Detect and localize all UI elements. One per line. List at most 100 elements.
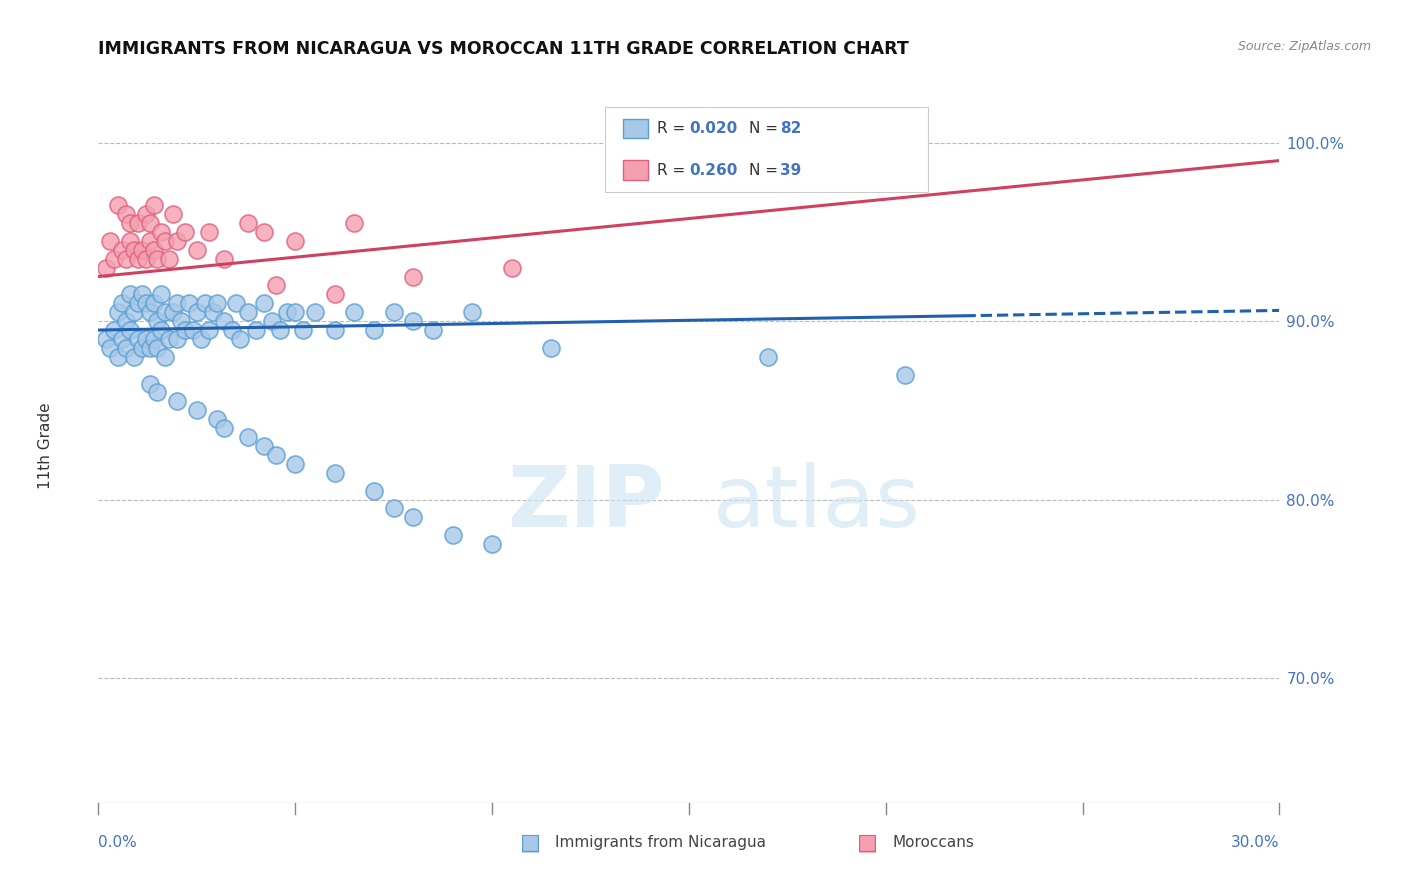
Point bbox=[501, 260, 523, 275]
Point bbox=[363, 483, 385, 498]
Point bbox=[214, 421, 236, 435]
Text: atlas: atlas bbox=[713, 461, 921, 545]
Point bbox=[118, 323, 141, 337]
Point bbox=[181, 323, 204, 337]
Text: N =: N = bbox=[749, 121, 783, 136]
Point bbox=[402, 314, 425, 328]
Point bbox=[127, 216, 149, 230]
Point bbox=[138, 234, 160, 248]
Text: ■: ■ bbox=[520, 833, 540, 853]
Point bbox=[166, 296, 188, 310]
Point bbox=[131, 243, 153, 257]
Point bbox=[264, 278, 287, 293]
Text: Source: ZipAtlas.com: Source: ZipAtlas.com bbox=[1237, 40, 1371, 54]
Point bbox=[146, 385, 169, 400]
Point bbox=[269, 323, 291, 337]
Point bbox=[138, 376, 160, 391]
Point bbox=[138, 305, 160, 319]
Point bbox=[363, 323, 385, 337]
Point bbox=[343, 305, 366, 319]
Point bbox=[135, 252, 157, 266]
Text: Immigrants from Nicaragua: Immigrants from Nicaragua bbox=[555, 836, 766, 850]
Text: 39: 39 bbox=[780, 162, 801, 178]
Point bbox=[155, 305, 177, 319]
Point bbox=[142, 198, 165, 212]
Point bbox=[107, 198, 129, 212]
Point bbox=[815, 145, 838, 159]
Point bbox=[382, 305, 405, 319]
Point bbox=[142, 332, 165, 346]
Point bbox=[197, 225, 219, 239]
Point bbox=[323, 287, 346, 301]
Text: 0.020: 0.020 bbox=[689, 121, 737, 136]
Point bbox=[170, 314, 193, 328]
Text: R =: R = bbox=[657, 162, 690, 178]
Point bbox=[142, 296, 165, 310]
Point bbox=[146, 341, 169, 355]
Point bbox=[138, 341, 160, 355]
Point bbox=[127, 332, 149, 346]
Point bbox=[115, 341, 138, 355]
Point bbox=[146, 314, 169, 328]
Point bbox=[284, 457, 307, 471]
Point bbox=[150, 287, 173, 301]
Point bbox=[205, 296, 228, 310]
Point bbox=[276, 305, 298, 319]
Point bbox=[461, 305, 484, 319]
Point bbox=[201, 305, 224, 319]
Point bbox=[98, 234, 121, 248]
Point bbox=[343, 216, 366, 230]
Point bbox=[115, 252, 138, 266]
Text: Moroccans: Moroccans bbox=[893, 836, 974, 850]
Point bbox=[221, 323, 243, 337]
Point bbox=[131, 287, 153, 301]
Point bbox=[155, 234, 177, 248]
Text: 82: 82 bbox=[780, 121, 801, 136]
Point bbox=[127, 252, 149, 266]
Point bbox=[260, 314, 283, 328]
Point bbox=[135, 207, 157, 221]
Point bbox=[253, 296, 276, 310]
Point bbox=[177, 296, 200, 310]
Point bbox=[174, 225, 197, 239]
Point bbox=[174, 323, 197, 337]
Point bbox=[194, 296, 217, 310]
Point bbox=[98, 341, 121, 355]
Point bbox=[131, 341, 153, 355]
Point bbox=[127, 296, 149, 310]
Point bbox=[190, 332, 212, 346]
Point bbox=[115, 207, 138, 221]
Point bbox=[122, 350, 145, 364]
Point bbox=[402, 269, 425, 284]
Point bbox=[162, 305, 184, 319]
Point bbox=[122, 243, 145, 257]
Point bbox=[118, 287, 141, 301]
Point bbox=[103, 323, 125, 337]
Point bbox=[236, 430, 259, 444]
Point bbox=[284, 305, 307, 319]
Point bbox=[875, 127, 897, 141]
Point bbox=[162, 207, 184, 221]
Point bbox=[142, 243, 165, 257]
Point bbox=[111, 243, 134, 257]
Point bbox=[146, 252, 169, 266]
Point bbox=[135, 296, 157, 310]
Point bbox=[214, 314, 236, 328]
Point bbox=[264, 448, 287, 462]
Point bbox=[205, 412, 228, 426]
Text: 30.0%: 30.0% bbox=[1232, 836, 1279, 850]
Point bbox=[441, 528, 464, 542]
Point bbox=[96, 260, 118, 275]
Point bbox=[186, 305, 208, 319]
Point bbox=[186, 243, 208, 257]
Point bbox=[402, 510, 425, 524]
Point bbox=[111, 332, 134, 346]
Text: □: □ bbox=[858, 833, 877, 853]
Point bbox=[236, 216, 259, 230]
Point bbox=[253, 225, 276, 239]
Point bbox=[107, 305, 129, 319]
Point bbox=[756, 350, 779, 364]
Point bbox=[166, 394, 188, 409]
Point bbox=[284, 234, 307, 248]
Point bbox=[150, 323, 173, 337]
